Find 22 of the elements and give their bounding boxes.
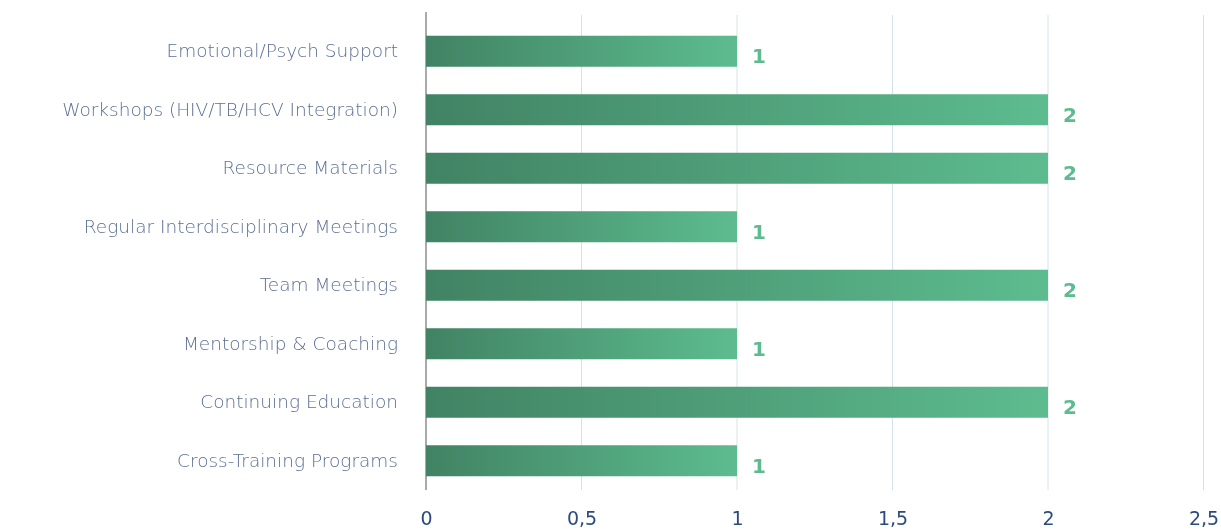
x-tick-label: 0: [420, 507, 433, 530]
data-label: 2: [1063, 161, 1077, 186]
data-label: 1: [752, 453, 766, 478]
y-tick-label: Workshops (HIV/TB/HCV Integration): [62, 98, 398, 120]
data-label: 2: [1063, 102, 1077, 127]
data-label: 1: [752, 336, 766, 361]
x-tick-label: 1: [731, 507, 744, 530]
y-tick-label: Emotional/Psych Support: [166, 40, 398, 62]
y-tick-label: Mentorship & Coaching: [182, 332, 398, 354]
data-label: 2: [1063, 278, 1077, 303]
y-tick-label: Resource Materials: [222, 157, 398, 179]
y-tick-label: Team Meetings: [259, 274, 398, 296]
x-tick-label: 2: [1042, 507, 1055, 530]
data-label: 1: [752, 44, 766, 69]
x-tick-label: 0,5: [566, 507, 598, 530]
y-tick-label: Continuing Education: [200, 391, 398, 413]
data-label: 1: [752, 219, 766, 244]
data-label: 2: [1063, 395, 1077, 420]
x-tick-label: 2,5: [1188, 507, 1220, 530]
x-tick-label: 1,5: [877, 507, 909, 530]
y-tick-label: Regular Interdisciplinary Meetings: [83, 215, 398, 237]
y-tick-label: Cross-Training Programs: [177, 449, 398, 471]
